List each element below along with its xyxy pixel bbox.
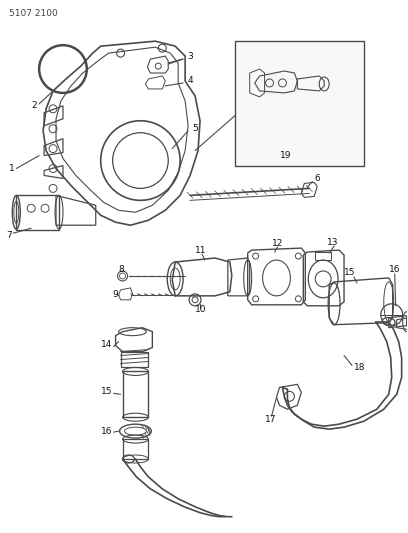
Text: 17: 17 xyxy=(264,415,276,424)
Text: 18: 18 xyxy=(354,363,366,372)
Text: 1: 1 xyxy=(9,164,15,173)
Text: 10: 10 xyxy=(195,305,206,314)
Bar xyxy=(235,41,364,166)
Text: 2: 2 xyxy=(31,101,37,110)
Text: 15: 15 xyxy=(101,387,112,396)
Text: 7: 7 xyxy=(7,231,12,240)
Text: 4: 4 xyxy=(187,76,193,85)
Text: 3: 3 xyxy=(187,52,193,61)
Text: 5: 5 xyxy=(192,124,198,133)
Text: 6: 6 xyxy=(314,174,320,183)
Text: 11: 11 xyxy=(195,246,206,255)
Text: 9: 9 xyxy=(113,290,118,300)
Text: 14: 14 xyxy=(101,340,112,349)
Text: 12: 12 xyxy=(272,239,283,248)
Text: 16: 16 xyxy=(101,426,112,435)
Text: 19: 19 xyxy=(279,151,291,160)
Text: 13: 13 xyxy=(327,238,339,247)
Text: 5107 2100: 5107 2100 xyxy=(9,9,58,18)
Text: 16: 16 xyxy=(389,265,400,274)
Text: 15: 15 xyxy=(344,269,355,278)
Text: 8: 8 xyxy=(119,265,124,274)
